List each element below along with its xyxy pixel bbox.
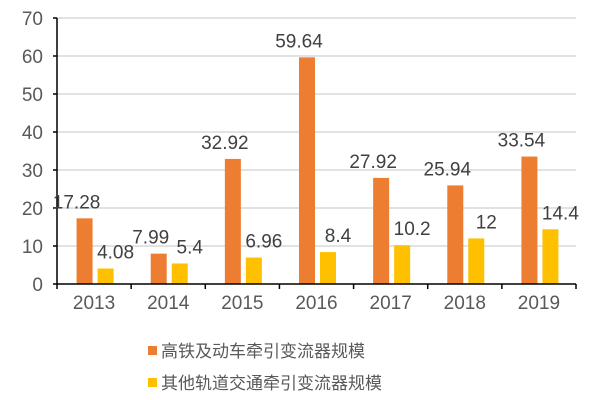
legend-label: 其他轨道交通牵引变流器规模	[161, 373, 382, 394]
data-label: 5.4	[177, 237, 204, 258]
data-label: 6.96	[245, 232, 282, 253]
legend: 高铁及动车牵引变流器规模 其他轨道交通牵引变流器规模	[148, 333, 382, 397]
bar	[521, 156, 538, 284]
gridlines	[57, 17, 576, 247]
x-tick-label: 2018	[444, 293, 486, 314]
legend-item-high-speed: 高铁及动车牵引变流器规模	[148, 333, 382, 365]
bar	[468, 238, 485, 284]
y-tick-label: 40	[22, 123, 43, 144]
y-axis: 0 10 20 30 40 50 60 70	[22, 9, 58, 296]
y-tick-label: 30	[22, 161, 43, 182]
data-label: 7.99	[132, 228, 169, 249]
bar	[394, 245, 411, 284]
x-tick-label: 2017	[370, 293, 412, 314]
y-tick-label: 50	[22, 85, 43, 106]
data-label: 4.08	[97, 242, 134, 263]
bar	[97, 268, 114, 284]
bars	[76, 57, 559, 285]
data-label: 32.92	[201, 133, 249, 154]
x-tick-label: 2013	[73, 293, 115, 314]
data-label: 25.94	[424, 159, 472, 180]
data-label: 12	[476, 212, 497, 233]
bar	[224, 158, 241, 284]
legend-swatch-orange	[148, 345, 157, 355]
data-label: 17.28	[53, 192, 101, 213]
legend-item-other-rail: 其他轨道交通牵引变流器规模	[148, 365, 382, 397]
bar-chart: 0 10 20 30 40 50 60 70 17.28 4.087.99 5.4 32.92 6.9…	[22, 9, 580, 314]
data-label: 14.4	[542, 203, 579, 224]
legend-label: 高铁及动车牵引变流器规模	[161, 341, 365, 362]
x-tick-label: 2015	[221, 293, 263, 314]
x-tick-label: 2014	[147, 293, 190, 314]
x-tick-label: 2019	[518, 293, 560, 314]
bar	[150, 253, 167, 284]
bar	[245, 257, 262, 284]
bar	[320, 252, 336, 284]
data-label: 8.4	[325, 226, 352, 247]
bar	[373, 177, 390, 284]
y-tick-label: 70	[22, 9, 43, 30]
data-label: 33.54	[498, 131, 546, 152]
y-tick-label: 20	[22, 199, 43, 220]
bar	[542, 229, 559, 284]
bar	[299, 57, 315, 285]
data-label: 27.92	[349, 152, 397, 173]
x-axis: 2013 2014 2015 2016 2017 2018 2019	[56, 283, 577, 314]
bar	[171, 263, 188, 284]
data-label: 59.64	[275, 31, 323, 52]
bar	[447, 185, 464, 284]
y-tick-label: 0	[32, 275, 43, 296]
data-label: 10.2	[394, 219, 431, 240]
legend-swatch-yellow	[148, 377, 157, 387]
y-tick-label: 10	[22, 237, 43, 258]
y-tick-label: 60	[22, 47, 43, 68]
x-tick-label: 2016	[295, 293, 337, 314]
bar	[76, 218, 93, 284]
data-labels: 17.28 4.087.99 5.4 32.92 6.96 59.64 8.4 27.92 10…	[53, 31, 580, 263]
